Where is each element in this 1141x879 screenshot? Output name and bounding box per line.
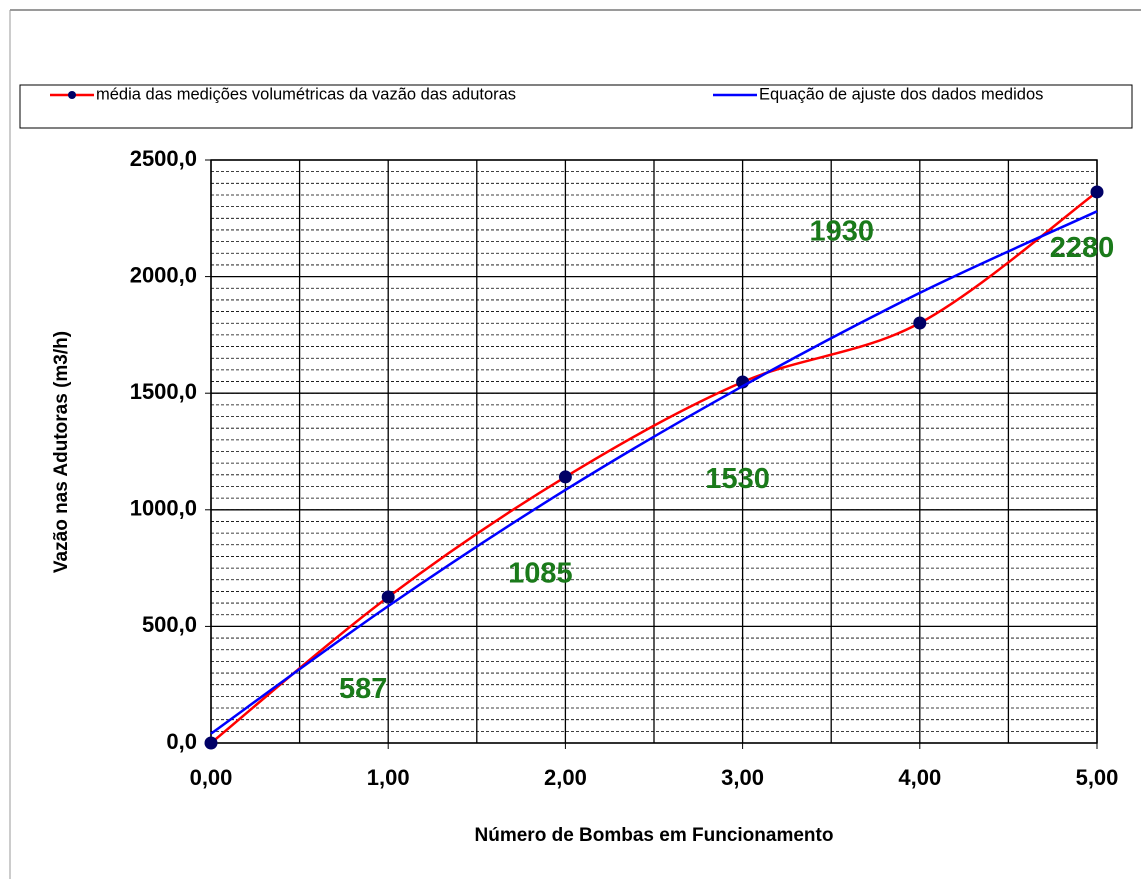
y-tick-label: 500,0 <box>142 612 197 637</box>
plot-border <box>210 159 1098 744</box>
data-label: 2280 <box>1050 232 1115 264</box>
y-tick-label: 2500,0 <box>130 146 197 171</box>
marker <box>558 470 572 484</box>
legend-marker <box>68 91 76 99</box>
y-tick-label: 1000,0 <box>130 496 197 521</box>
x-tick-label: 2,00 <box>544 765 587 790</box>
marker <box>204 736 218 750</box>
data-label: 1085 <box>508 558 573 590</box>
y-axis-title: Vazão nas Adutoras (m3/h) <box>51 331 72 573</box>
series-line <box>210 190 1098 744</box>
data-label: 1530 <box>705 463 770 495</box>
x-tick-label: 1,00 <box>367 765 410 790</box>
data-label: 587 <box>339 673 387 705</box>
x-axis-title: Número de Bombas em Funcionamento <box>475 825 834 846</box>
x-tick-label: 4,00 <box>898 765 941 790</box>
x-tick-label: 5,00 <box>1076 765 1119 790</box>
marker <box>1090 185 1104 199</box>
legend-label: média das medições volumétricas da vazão… <box>96 85 516 103</box>
marker <box>913 316 927 330</box>
x-tick-label: 3,00 <box>721 765 764 790</box>
series-line <box>210 210 1098 735</box>
legend-label: Equação de ajuste dos dados medidos <box>759 85 1043 103</box>
marker <box>381 590 395 604</box>
y-tick-label: 2000,0 <box>130 262 197 287</box>
y-tick-label: 0,0 <box>166 729 197 754</box>
y-tick-label: 1500,0 <box>130 379 197 404</box>
data-label: 1930 <box>810 216 875 248</box>
legend-box <box>19 84 1133 129</box>
x-tick-label: 0,00 <box>190 765 233 790</box>
